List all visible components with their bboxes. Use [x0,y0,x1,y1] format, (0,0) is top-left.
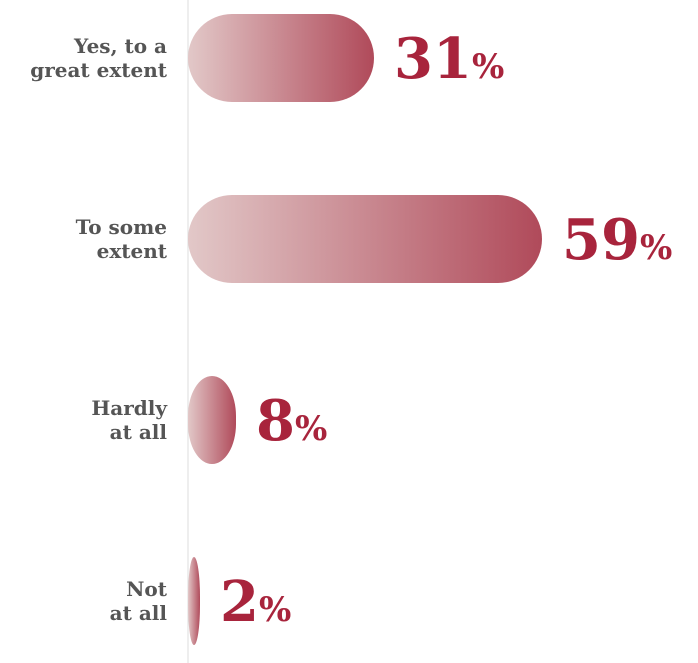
bar-3 [188,557,200,645]
value-labels: 31% 59% 8% 2% [220,26,672,635]
bar-0 [188,14,374,102]
category-label-3: Not at all [110,577,168,625]
bar-2 [188,376,236,464]
category-label-1: To some extent [76,215,168,263]
category-label-0: Yes, to a great extent [30,34,168,82]
value-label-3: 2% [220,569,291,635]
value-label-1: 59% [562,207,672,273]
bar-1 [188,195,542,283]
value-label-0: 31% [394,26,504,92]
bars [188,14,542,645]
category-label-2: Hardly at all [91,396,168,444]
value-label-2: 8% [256,388,327,454]
category-labels: Yes, to a great extent To some extent Hardly… [30,34,168,625]
